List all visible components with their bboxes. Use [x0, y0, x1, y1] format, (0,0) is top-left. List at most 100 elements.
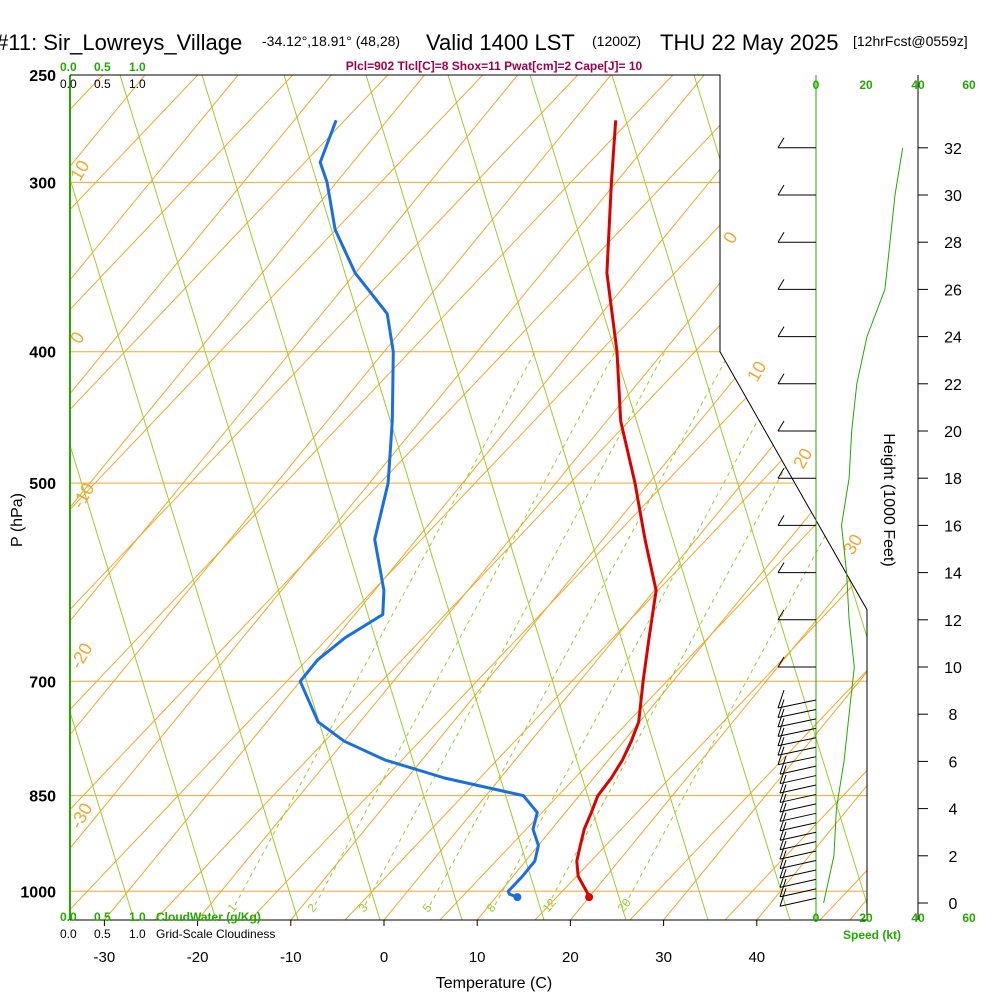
adiabat-cross-line [724, 75, 867, 920]
wind-barb-flag [777, 231, 785, 243]
wind-panel [777, 137, 904, 907]
x-axis-title: Temperature (C) [436, 975, 552, 992]
temperature-tick-label: 10 [469, 949, 486, 966]
wind-barb [779, 869, 817, 879]
speed-scale-bottom-2: 40 [911, 911, 925, 925]
temperature-tick-label: -20 [187, 949, 209, 966]
wind-barb-flag [777, 326, 785, 337]
sounding-indices: Plcl=902 Tlcl[C]=8 Shox=11 Pwat[cm]=2 Ca… [346, 59, 643, 73]
temperature-tick-label: 30 [655, 949, 672, 966]
cloudiness-scale-top-1: 0.5 [94, 77, 111, 91]
cloud-water-label: CloudWater (g/Kg) [156, 910, 261, 924]
dry-adiabat-line [611, 75, 867, 920]
dewpoint-profile-line [298, 119, 540, 899]
mixing-ratio-line [624, 351, 867, 906]
temperature-profile-line [575, 120, 658, 898]
wind-barb [779, 822, 817, 832]
cloudiness-scale-bottom-0: 0.0 [60, 927, 77, 941]
cloud-scale-bottom: 0.0 0.5 1.0 CloudWater (g/Kg) 0.0 0.5 1.… [60, 910, 275, 941]
pressure-tick-label: 850 [29, 789, 56, 806]
sounding-profiles [298, 119, 658, 902]
height-axis-title: Height (1000 Feet) [880, 433, 897, 566]
pressure-tick-label: 1000 [20, 884, 56, 901]
wind-barb-flag [777, 727, 785, 746]
cloud-water-scale-bottom-2: 1.0 [129, 910, 146, 924]
speed-scale-bottom-3: 60 [962, 911, 976, 925]
wind-barb [779, 850, 817, 860]
pressure-tick-label: 300 [29, 175, 56, 192]
surface-dewpoint-marker [513, 893, 522, 902]
wind-barb-flag [777, 708, 785, 728]
isotherm-line [383, 75, 867, 920]
temperature-tick-label: -30 [94, 949, 116, 966]
wind-barb-flag [779, 878, 787, 897]
wind-barb-flag [779, 888, 787, 907]
height-tick-label: 4 [949, 802, 958, 819]
cloud-scale-top: 0.0 0.5 1.0 0.0 0.5 1.0 [60, 60, 146, 91]
dry-adiabat-line [283, 75, 545, 920]
dry-adiabat-line [447, 75, 709, 920]
dry-adiabat-line [857, 75, 867, 920]
wind-barb-flag [779, 822, 787, 841]
cloudiness-scale-bottom-1: 0.5 [94, 927, 111, 941]
mixing-ratio-label: 20 [615, 895, 635, 914]
wind-barb-flag [779, 765, 787, 784]
dry-adiabat-line [529, 75, 791, 920]
wind-barb-flag [777, 689, 785, 709]
wind-barb-flag [777, 609, 785, 621]
speed-scale-top-0: 0 [813, 78, 820, 92]
mixing-ratio-line [429, 351, 731, 906]
wind-barb-flag [779, 755, 787, 775]
wind-barb [777, 737, 817, 747]
wind-barb-flag [779, 859, 787, 879]
isotherm-line [476, 75, 867, 920]
speed-scale-bottom-0: 0 [813, 911, 820, 925]
wind-barb [779, 888, 817, 898]
pressure-tick-label: 250 [29, 68, 56, 85]
mixing-ratio-line [547, 351, 849, 906]
background-lines [70, 75, 867, 920]
wind-barb-flag [777, 420, 785, 432]
height-tick-label: 6 [949, 754, 958, 771]
wind-barb [779, 841, 817, 851]
speed-scale: 0 20 40 60 0 20 40 60 Speed (kt) [813, 78, 976, 942]
wind-barb [777, 699, 817, 709]
wind-barb-flag [777, 137, 785, 149]
y-axis-title: P (hPa) [9, 493, 26, 547]
wind-barb [779, 897, 817, 907]
speed-scale-bottom-1: 20 [859, 911, 873, 925]
wind-barb-flag [777, 467, 785, 479]
isotherm-line [663, 75, 867, 920]
adiabat-cross-line [70, 75, 484, 920]
adiabat-cross-line [534, 75, 867, 920]
adiabat-cross-line [249, 75, 867, 920]
adiabat-cross-line [70, 75, 389, 920]
wind-barb [779, 831, 817, 841]
height-tick-label: 18 [944, 471, 962, 488]
adiabat-cross-line [819, 75, 867, 920]
height-tick-label: 28 [944, 235, 962, 252]
wind-barb-flag [777, 737, 785, 756]
cloud-water-scale-bottom-0: 0.0 [60, 910, 77, 924]
wind-speed-line [823, 147, 904, 904]
height-tick-label: 12 [944, 613, 962, 630]
wind-barb-flag [779, 850, 787, 869]
temperature-tick-label: -10 [280, 949, 302, 966]
zulu-time: (1200Z) [592, 33, 641, 49]
isotherm-line [70, 75, 239, 920]
dry-adiabat-line [70, 75, 135, 920]
wind-barb [779, 765, 817, 775]
dry-adiabat-line [70, 75, 299, 920]
dry-adiabat-line [365, 75, 627, 920]
temperature-tick-label: 40 [748, 949, 765, 966]
wind-barb [779, 878, 817, 888]
adiabat-cross-line [70, 75, 769, 920]
height-tick-label: 30 [944, 188, 962, 205]
isotherm-line [104, 75, 798, 920]
wind-barb-flag [779, 812, 787, 831]
cloudiness-scale-bottom-2: 1.0 [129, 927, 146, 941]
height-tick-label: 8 [949, 707, 958, 724]
speed-axis-label: Speed (kt) [843, 928, 901, 942]
wind-barb-flag [779, 831, 787, 850]
